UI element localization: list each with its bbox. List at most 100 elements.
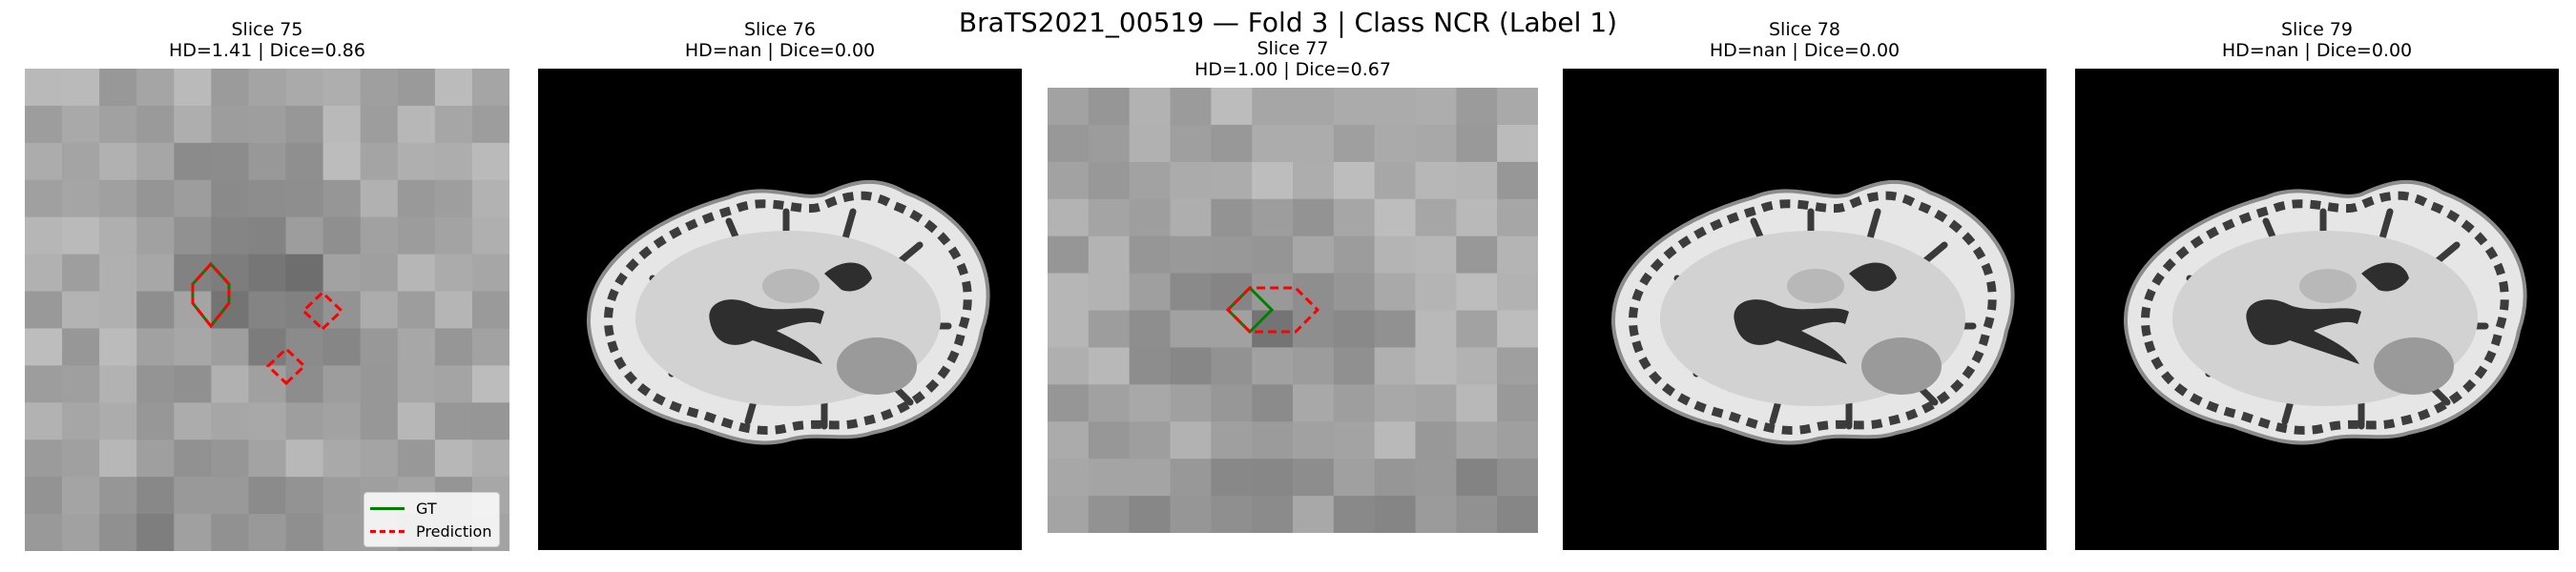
patch-pixel (397, 402, 436, 440)
patch-pixel (1456, 124, 1498, 163)
patch-pixel (1211, 235, 1253, 275)
patch-pixel (1497, 124, 1538, 163)
patch-pixel (1211, 496, 1253, 533)
patch-pixel (1497, 198, 1538, 237)
patch-pixel (136, 179, 175, 218)
patch-pixel (1048, 124, 1090, 163)
patch-pixel (360, 328, 399, 366)
panel-metrics: HD=nan | Dice=0.00 (1709, 40, 1901, 61)
panel-title: Slice 78 (1769, 19, 1840, 40)
patch-pixel (1211, 124, 1253, 163)
patch-pixel (1088, 161, 1131, 200)
patch-pixel (397, 69, 436, 107)
patch-pixel (248, 69, 287, 107)
patch-pixel (174, 105, 212, 144)
patch-pixel (1048, 88, 1090, 126)
mri-patch-svg (1048, 88, 1538, 533)
cortex-band (2141, 191, 2509, 435)
patch-pixel (248, 105, 287, 144)
patch-pixel (25, 69, 63, 107)
patch-pixel (1333, 273, 1376, 312)
panel-metrics: HD=nan | Dice=0.00 (684, 40, 876, 61)
basal-ganglia (2299, 269, 2357, 303)
patch-pixel (1048, 198, 1090, 237)
patch-pixel (1456, 347, 1498, 385)
patch-pixel (285, 328, 324, 366)
patch-pixel (211, 179, 250, 218)
ventricles (1734, 299, 1849, 364)
patch-pixel (1415, 235, 1457, 275)
patch-pixel (136, 216, 175, 255)
patch-pixel (211, 477, 250, 515)
ventricle-horn (1849, 262, 1897, 292)
patch-pixel (1211, 198, 1253, 237)
patch-pixel (174, 69, 212, 107)
patch-pixel (1170, 310, 1212, 349)
patch-pixel (99, 477, 137, 515)
mri-axial-image (2075, 69, 2559, 550)
basal-ganglia (762, 269, 820, 303)
patch-pixel (1456, 88, 1498, 126)
patch-pixel (62, 477, 100, 515)
patch-pixel (174, 402, 212, 440)
patch-pixel (174, 179, 212, 218)
patch-pixel (1170, 496, 1212, 533)
patch-pixel (1048, 496, 1090, 533)
patch-pixel (1088, 235, 1131, 275)
mri-axial-image (538, 69, 1022, 550)
legend-item-prediction: Prediction (370, 520, 491, 542)
patch-pixel (322, 365, 362, 403)
patch-pixel (434, 402, 473, 440)
patch-pixel (62, 254, 100, 293)
patch-pixel (285, 179, 324, 218)
patch-pixel (136, 254, 175, 293)
patch-pixel (1088, 310, 1131, 349)
patch-pixel (1374, 273, 1417, 312)
patch-pixel (1129, 459, 1172, 497)
patch-pixel (285, 69, 324, 107)
ventricle-horn (824, 262, 872, 292)
patch-pixel (434, 291, 473, 330)
patch-pixel (1415, 198, 1457, 237)
patch-pixel (62, 439, 100, 478)
patch-pixel (136, 142, 175, 181)
patch-pixel (434, 69, 473, 107)
patch-pixel (25, 365, 63, 403)
panel-title: Slice 77 (1257, 38, 1329, 59)
patch-pixel (1374, 88, 1417, 126)
patch-pixel (174, 514, 212, 551)
patch-pixel (1415, 459, 1457, 497)
patch-pixel (360, 142, 399, 181)
patch-pixel (1293, 421, 1335, 460)
patch-pixel (1497, 421, 1538, 460)
patch-pixel (285, 514, 324, 551)
patch-pixel (1456, 421, 1498, 460)
mri-patch-svg (25, 69, 509, 551)
patch-pixel (1293, 384, 1335, 422)
cortex-band (604, 191, 972, 435)
patch-pixel (322, 439, 362, 478)
patch-pixel (1333, 496, 1376, 533)
patch-pixel (62, 291, 100, 330)
patch-pixel (1497, 273, 1538, 312)
patch-pixel (1415, 273, 1457, 312)
patch-pixel (1456, 273, 1498, 312)
patch-pixel (211, 514, 250, 551)
patch-pixel (1252, 273, 1294, 312)
patch-pixel (1293, 198, 1335, 237)
patch-pixel (1293, 459, 1335, 497)
patch-pixel (211, 402, 250, 440)
patch-pixel (397, 216, 436, 255)
patch-pixel (1129, 347, 1172, 385)
patch-pixel (1252, 421, 1294, 460)
patch-pixel (99, 291, 137, 330)
patch-pixel (99, 514, 137, 551)
patch-pixel (322, 105, 362, 144)
patch-pixel (174, 477, 212, 515)
patch-pixel (1415, 124, 1457, 163)
patch-pixel (360, 179, 399, 218)
patch-pixel (1129, 88, 1172, 126)
patch-pixel (397, 291, 436, 330)
patch-pixel (360, 105, 399, 144)
patch-pixel (434, 439, 473, 478)
